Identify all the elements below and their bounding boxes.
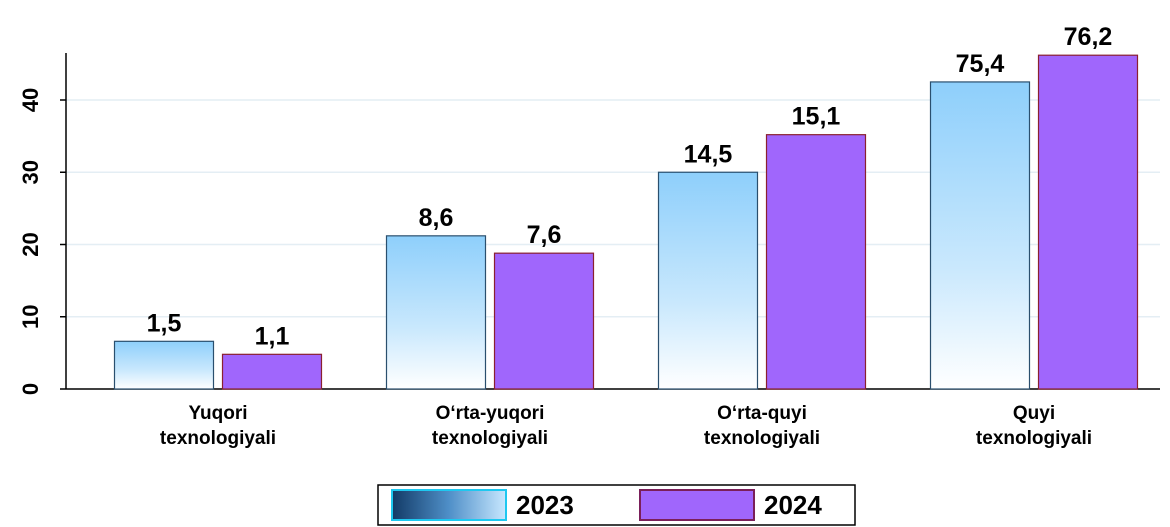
legend-label: 2023	[516, 490, 574, 520]
data-label: 76,2	[1064, 23, 1113, 51]
y-tick-label: 0	[18, 383, 43, 395]
bar	[385, 235, 487, 390]
y-tick-label: 30	[18, 160, 43, 184]
bar	[113, 340, 215, 390]
bar	[765, 134, 867, 390]
y-tick-label: 40	[18, 88, 43, 112]
bar	[493, 252, 595, 390]
x-tick-label: texnologiyali	[432, 428, 548, 449]
y-tick-label: 10	[18, 305, 43, 329]
data-label: 14,5	[684, 140, 733, 168]
x-tick-label: texnologiyali	[160, 428, 276, 449]
data-label: 7,6	[527, 221, 562, 249]
data-label: 75,4	[956, 50, 1005, 78]
x-tick-label: texnologiyali	[704, 428, 820, 449]
bar	[221, 353, 323, 390]
x-tick-label: Yuqori	[188, 403, 247, 424]
bar	[657, 171, 759, 390]
legend-swatch	[391, 489, 507, 521]
y-tick-label: 20	[18, 232, 43, 256]
data-label: 1,5	[147, 309, 182, 337]
x-tick-label: Quyi	[1013, 403, 1055, 424]
x-tick-label: O‘rta-yuqori	[436, 403, 545, 424]
legend-label: 2024	[764, 490, 822, 520]
data-label: 1,1	[255, 322, 290, 350]
bar	[929, 81, 1031, 390]
x-tick-label: O‘rta-quyi	[717, 403, 807, 424]
x-tick-label: texnologiyali	[976, 428, 1092, 449]
legend-swatch	[639, 489, 755, 521]
bar	[1037, 54, 1139, 390]
data-label: 15,1	[792, 103, 841, 131]
data-label: 8,6	[419, 204, 454, 232]
